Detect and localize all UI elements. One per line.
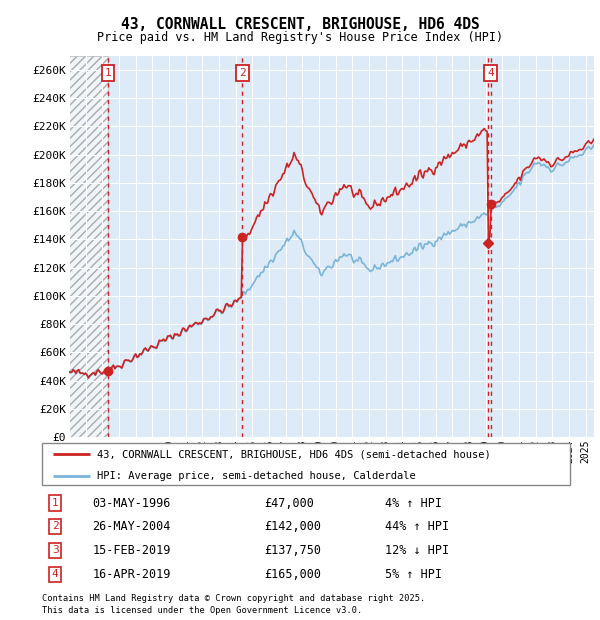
Text: Price paid vs. HM Land Registry's House Price Index (HPI): Price paid vs. HM Land Registry's House … — [97, 31, 503, 44]
Text: Contains HM Land Registry data © Crown copyright and database right 2025.: Contains HM Land Registry data © Crown c… — [42, 594, 425, 603]
Text: 43, CORNWALL CRESCENT, BRIGHOUSE, HD6 4DS: 43, CORNWALL CRESCENT, BRIGHOUSE, HD6 4D… — [121, 17, 479, 32]
Text: 2: 2 — [239, 68, 246, 78]
Bar — [69, 56, 108, 437]
Bar — [69, 56, 108, 437]
Text: 1: 1 — [52, 498, 59, 508]
Text: 2: 2 — [52, 521, 59, 531]
Text: 16-APR-2019: 16-APR-2019 — [92, 568, 170, 581]
Text: £142,000: £142,000 — [264, 520, 321, 533]
Text: HPI: Average price, semi-detached house, Calderdale: HPI: Average price, semi-detached house,… — [97, 471, 416, 480]
Text: 4: 4 — [52, 569, 59, 579]
Text: £47,000: £47,000 — [264, 497, 314, 510]
Text: 15-FEB-2019: 15-FEB-2019 — [92, 544, 170, 557]
Text: £165,000: £165,000 — [264, 568, 321, 581]
Text: 12% ↓ HPI: 12% ↓ HPI — [385, 544, 449, 557]
Text: 5% ↑ HPI: 5% ↑ HPI — [385, 568, 442, 581]
Text: 3: 3 — [52, 546, 59, 556]
Text: 4: 4 — [487, 68, 494, 78]
Text: 03-MAY-1996: 03-MAY-1996 — [92, 497, 170, 510]
Text: 4% ↑ HPI: 4% ↑ HPI — [385, 497, 442, 510]
Text: 1: 1 — [104, 68, 112, 78]
Text: 44% ↑ HPI: 44% ↑ HPI — [385, 520, 449, 533]
Text: 26-MAY-2004: 26-MAY-2004 — [92, 520, 170, 533]
Text: 43, CORNWALL CRESCENT, BRIGHOUSE, HD6 4DS (semi-detached house): 43, CORNWALL CRESCENT, BRIGHOUSE, HD6 4D… — [97, 450, 491, 459]
Text: £137,750: £137,750 — [264, 544, 321, 557]
Text: This data is licensed under the Open Government Licence v3.0.: This data is licensed under the Open Gov… — [42, 606, 362, 616]
